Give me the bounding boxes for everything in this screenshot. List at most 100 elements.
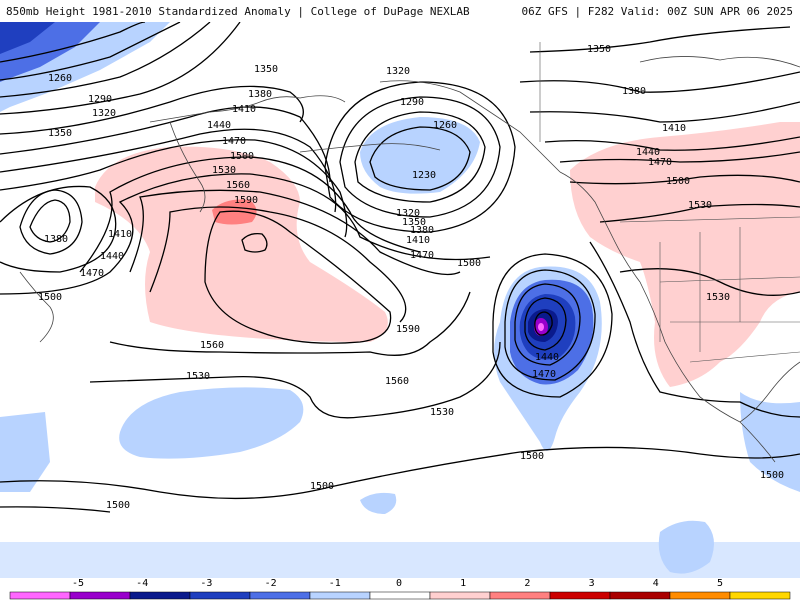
anomaly-blue-sw-corner <box>0 412 50 492</box>
border-us-mexico <box>689 351 800 363</box>
colorbar-tick-label: -3 <box>200 578 212 589</box>
contour-label: 1350 <box>48 128 72 139</box>
contour-label: 1410 <box>662 123 686 134</box>
contour-line-coastal <box>589 241 800 418</box>
political-borders <box>539 42 800 363</box>
anomaly-red-western-north-america <box>570 122 800 387</box>
contour-line-1440 <box>0 139 348 238</box>
contour-line-cutoff-2 <box>524 297 567 351</box>
contour-label: 1470 <box>80 268 104 279</box>
contour-label: 1260 <box>48 73 72 84</box>
contour-line-nw-low-1 <box>0 22 146 63</box>
contour-line-aleutian-2 <box>354 111 486 203</box>
contour-label: 1500 <box>760 470 784 481</box>
contour-label: 1410 <box>232 104 256 115</box>
contour-label: 1440 <box>535 352 559 363</box>
contour-label: 1560 <box>200 340 224 351</box>
height-contours <box>0 22 800 513</box>
contour-line-1350 <box>0 85 304 135</box>
contour-line-nw-low-4 <box>0 22 241 115</box>
colorbar-tick-label: -2 <box>265 578 277 589</box>
contour-line-1530 <box>129 189 461 276</box>
colorbar-tick-label: 5 <box>717 578 723 589</box>
contour-line-cutoff-4 <box>504 269 596 381</box>
anomaly-colorbar: -5 -4 -3 -2 -1 0 1 2 3 4 5 <box>9 578 791 600</box>
contour-line-aleutian-3 <box>339 96 501 218</box>
colorbar-tick-label: 4 <box>653 578 659 589</box>
anomaly-blue-central-pacific <box>119 387 304 459</box>
colorbar-swatch <box>729 591 791 600</box>
contour-label: 1320 <box>92 108 116 119</box>
anomaly-blue-bottom-strip <box>0 542 800 578</box>
colorbar-swatch <box>129 591 191 600</box>
contour-label: 1530 <box>212 165 236 176</box>
coastline-kamchatka <box>169 121 206 213</box>
contour-label: 1380 <box>410 225 434 236</box>
contour-label: 1590 <box>396 324 420 335</box>
colorbar-swatch <box>609 591 671 600</box>
anomaly-red-ridge-core <box>212 199 257 225</box>
coastline-alaska <box>379 80 561 173</box>
colorbar-swatch <box>189 591 251 600</box>
contour-line-1380 <box>0 106 331 183</box>
contour-line-1500-far-south <box>0 506 111 513</box>
colorbar-swatch <box>69 591 131 600</box>
border-us-canada <box>619 216 800 223</box>
contour-line-1500-south <box>0 446 800 500</box>
contour-line-east-1440 <box>544 136 800 151</box>
colorbar-tick-label: 0 <box>396 578 402 589</box>
contour-line-east-1410 <box>529 101 800 123</box>
coastlines <box>19 56 800 463</box>
colorbar-swatch <box>549 591 611 600</box>
coastline-japan <box>19 271 54 343</box>
contour-label: 1500 <box>666 176 690 187</box>
contour-label: 1380 <box>622 86 646 97</box>
contour-line-east-1500 <box>569 174 800 185</box>
contour-line-1530-south <box>89 341 501 419</box>
contour-line-nw-low-2 <box>0 22 181 81</box>
contour-label: 1440 <box>207 120 231 131</box>
contour-label: 1230 <box>412 170 436 181</box>
colorbar-swatch <box>369 591 431 600</box>
anomaly-map: 1260 1290 1320 1350 1350 1380 1410 1440 … <box>0 22 800 578</box>
contour-label: 1590 <box>234 195 258 206</box>
contour-line-east-1470 <box>559 151 800 163</box>
contour-line-1410-left <box>0 128 337 213</box>
contour-label: 1290 <box>400 97 424 108</box>
positive-anomaly-shading <box>95 122 800 387</box>
product-title: 850mb Height 1981-2010 Standardized Anom… <box>6 5 470 18</box>
coastline-bc <box>559 171 641 283</box>
header-bar: 850mb Height 1981-2010 Standardized Anom… <box>0 0 800 22</box>
contour-label: 1530 <box>186 371 210 382</box>
coastline-siberia <box>149 95 346 123</box>
contour-label: 1470 <box>648 157 672 168</box>
contour-label: 1500 <box>230 151 254 162</box>
contour-label: 1470 <box>222 136 246 147</box>
coastline-mexico <box>739 361 800 423</box>
contour-line-aleutian-4 <box>324 81 516 233</box>
contour-line-1590-closed <box>204 210 392 344</box>
contour-label: 1350 <box>402 217 426 228</box>
colorbar-swatch <box>669 591 731 600</box>
contour-label: 1560 <box>385 376 409 387</box>
colorbar-tick-label: 1 <box>460 578 466 589</box>
contour-label: 1290 <box>88 94 112 105</box>
colorbar-tick-labels: -5 -4 -3 -2 -1 0 1 2 3 4 5 <box>72 578 723 589</box>
contour-line-1560-south <box>109 291 471 356</box>
colorbar-tick-label: -1 <box>329 578 341 589</box>
contour-line-west-low <box>29 199 71 243</box>
colorbar-swatch <box>309 591 371 600</box>
contour-line-cutoff-5 <box>492 253 613 398</box>
contour-label: 1440 <box>636 147 660 158</box>
contour-label: 1260 <box>433 120 457 131</box>
contour-line-east-1350 <box>529 26 791 53</box>
contour-line-1560 <box>149 206 407 323</box>
contour-line-east-1380 <box>519 71 800 93</box>
contour-line-east-1530b <box>619 268 800 296</box>
contour-label: 1530 <box>706 292 730 303</box>
coastline-hudson <box>639 56 800 68</box>
contour-label: 1470 <box>532 369 556 380</box>
border-state-4 <box>659 276 800 283</box>
contour-label: 1350 <box>254 64 278 75</box>
